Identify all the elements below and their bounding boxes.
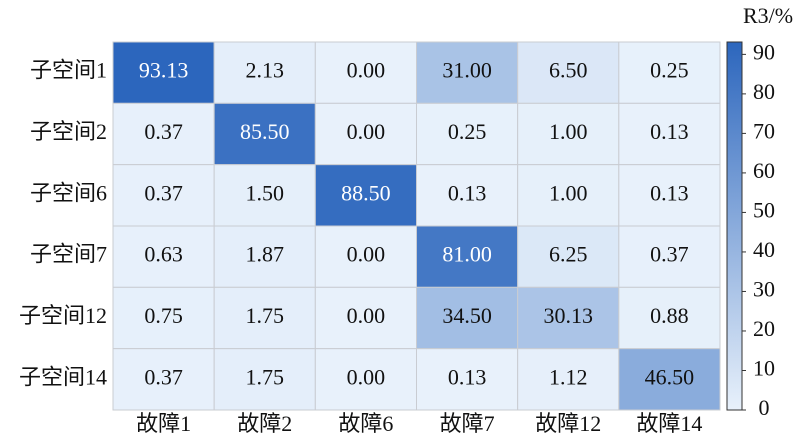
cell: [416, 348, 519, 411]
cell: [517, 286, 620, 350]
cell-label: 1.50: [246, 180, 285, 205]
cell: [416, 164, 519, 227]
cell-label: 0.25: [448, 119, 487, 144]
cell: [314, 41, 418, 104]
cell-label: 0.00: [347, 119, 386, 144]
cell: [416, 286, 519, 350]
cell-label: 88.50: [341, 180, 391, 205]
colorbar-tick-label: 60: [753, 158, 775, 183]
cell: [618, 41, 721, 104]
cell-label: 30.13: [544, 303, 594, 328]
cell-label: 0.00: [347, 58, 386, 83]
cell-label: 1.12: [549, 364, 588, 389]
cell: [618, 102, 721, 166]
colorbar: [726, 41, 743, 411]
cell-label: 1.00: [549, 119, 588, 144]
row-label: 子空间7: [30, 242, 107, 267]
cell: [213, 41, 316, 104]
cell-label: 0.00: [347, 364, 386, 389]
cell-label: 1.75: [246, 303, 285, 328]
column-label: 故障12: [535, 411, 601, 436]
cell-label: 46.50: [645, 364, 695, 389]
cell: [618, 286, 721, 350]
cell-label: 1.00: [549, 180, 588, 205]
cell-label: 85.50: [240, 119, 290, 144]
colorbar-tick-label: 80: [753, 79, 775, 104]
cell-label: 0.25: [650, 58, 689, 83]
cell: [517, 164, 620, 227]
row-label: 子空间6: [30, 180, 107, 205]
cell: [517, 41, 620, 104]
cell-label: 0.37: [144, 180, 183, 205]
row-label: 子空间12: [19, 303, 107, 328]
colorbar-label: R3/%: [743, 3, 793, 28]
row-label: 子空间2: [30, 119, 107, 144]
cell-label: 0.63: [144, 242, 183, 267]
cell: [618, 164, 721, 227]
cell: [112, 164, 215, 227]
column-label: 故障1: [136, 411, 191, 436]
colorbar-tick-label: 40: [753, 237, 775, 262]
cell-label: 81.00: [442, 242, 492, 267]
column-label: 故障6: [338, 411, 393, 436]
cell-label: 0.37: [650, 242, 689, 267]
cell-label: 6.25: [549, 242, 588, 267]
cell-label: 0.13: [448, 364, 487, 389]
cell: [213, 102, 316, 166]
cell: [213, 225, 316, 288]
column-label: 故障14: [636, 411, 702, 436]
cell: [618, 348, 721, 411]
column-label: 故障2: [237, 411, 292, 436]
colorbar-tick-label: 20: [753, 316, 775, 341]
colorbar-tick-label: 90: [753, 39, 775, 64]
cell-label: 1.75: [246, 364, 285, 389]
cell-label: 0.37: [144, 364, 183, 389]
colorbar-tick-label: 30: [753, 277, 775, 302]
cell-label: 0.88: [650, 303, 689, 328]
cell-label: 31.00: [442, 58, 492, 83]
cell-label: 0.13: [448, 180, 487, 205]
cell-label: 0.13: [650, 119, 689, 144]
cell-label: 93.13: [139, 58, 189, 83]
cell: [314, 225, 418, 288]
cell: [416, 41, 519, 104]
colorbar-tick-label: 50: [753, 197, 775, 222]
column-label: 故障7: [440, 411, 495, 436]
cell-label: 34.50: [442, 303, 492, 328]
cell-label: 0.13: [650, 180, 689, 205]
colorbar-tick-label: 70: [753, 118, 775, 143]
cell-label: 0.75: [144, 303, 183, 328]
cell: [618, 225, 721, 288]
cell: [112, 225, 215, 288]
cell: [213, 164, 316, 227]
cell-label: 2.13: [246, 58, 285, 83]
colorbar-tick-label: 10: [753, 356, 775, 381]
cell: [112, 41, 215, 104]
cell: [416, 102, 519, 166]
cell-label: 0.37: [144, 119, 183, 144]
colorbar-tick-label: 0: [759, 395, 770, 420]
cell: [112, 286, 215, 350]
cell: [112, 348, 215, 411]
row-label: 子空间1: [30, 58, 107, 83]
cell: [517, 225, 620, 288]
cell-label: 0.00: [347, 303, 386, 328]
cell-label: 1.87: [246, 242, 285, 267]
cell: [416, 225, 519, 288]
cell: [517, 348, 620, 411]
row-label: 子空间14: [19, 364, 107, 389]
cell-label: 0.00: [347, 242, 386, 267]
cell: [314, 286, 418, 350]
cell-label: 6.50: [549, 58, 588, 83]
